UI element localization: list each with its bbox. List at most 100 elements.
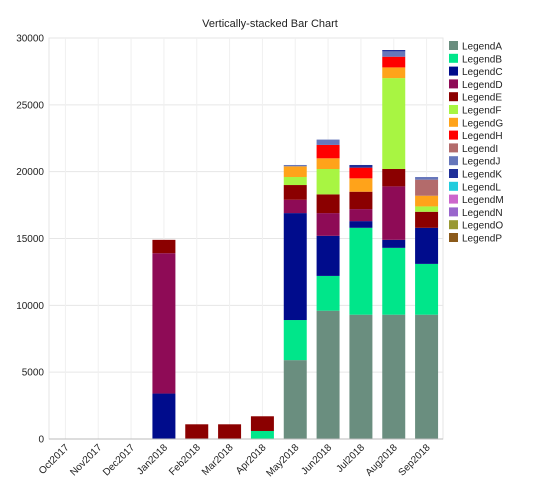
legend-swatch-legendk	[449, 169, 458, 178]
bar-segment-legendg	[415, 195, 439, 207]
x-tick-label: Jul2018	[334, 442, 367, 475]
y-tick-label: 5000	[22, 368, 45, 379]
y-tick-label: 30000	[16, 34, 44, 45]
bar-segment-legendb	[316, 275, 340, 311]
bar-segment-legenda	[283, 360, 307, 439]
legend-swatch-legendd	[449, 79, 458, 89]
bar-segment-legendh	[349, 167, 373, 179]
bar-segment-legendj	[316, 139, 340, 145]
legend-label-legendf: LegendF	[462, 106, 501, 117]
bar-segment-legendd	[349, 209, 373, 222]
legend-label-legendl: LegendL	[462, 182, 501, 193]
bar-segment-legendc	[349, 221, 373, 228]
legend-swatch-legendc	[449, 66, 458, 76]
x-tick-label: Aug2018	[364, 442, 400, 478]
legend-swatch-legendn	[449, 207, 458, 217]
legend-label-legendn: LegendN	[462, 208, 503, 219]
bar-segment-legendj	[283, 164, 307, 167]
legend-label-legendc: LegendC	[462, 67, 503, 78]
x-tick-label: Nov2017	[68, 442, 104, 478]
bar-segment-legendk	[349, 164, 373, 168]
bar-segment-legendb	[349, 227, 373, 315]
legend-swatch-legendb	[449, 53, 458, 63]
bar-segment-legendc	[152, 393, 176, 439]
x-tick-label: Jun2018	[299, 442, 334, 477]
bar-segment-legendf	[283, 177, 307, 186]
legend-swatch-legendm	[449, 194, 458, 204]
bar-segment-legenda	[382, 314, 406, 439]
bar-segment-legende	[415, 211, 439, 228]
y-tick-label: 0	[38, 435, 44, 446]
bar-segment-legendd	[283, 199, 307, 214]
bar-segment-legende	[382, 168, 406, 187]
legend-swatch-legendi	[449, 143, 458, 153]
bar-segment-legendg	[316, 158, 340, 169]
legend-swatch-legendh	[449, 130, 458, 140]
bar-segment-legendd	[152, 253, 176, 394]
x-tick-label: Dec2017	[101, 442, 137, 478]
bar-segment-legende	[283, 185, 307, 200]
bar-segment-legenda	[316, 310, 340, 439]
legend-label-legendh: LegendH	[462, 131, 503, 142]
legend-label-legendd: LegendD	[462, 80, 503, 91]
bar-segment-legendf	[316, 168, 340, 195]
bar-segment-legendf	[382, 78, 406, 169]
bar-segment-legende	[218, 424, 242, 439]
legend-label-legendb: LegendB	[462, 54, 502, 65]
legend-swatch-legendf	[449, 105, 458, 114]
bar-segment-legendj	[382, 51, 406, 57]
bar-segment-legendh	[382, 56, 406, 68]
x-tick-label: Sep2018	[397, 442, 433, 478]
bar-segment-legendi	[415, 179, 439, 196]
bar-segment-legendc	[415, 227, 439, 264]
bar-segment-legendj	[415, 177, 439, 180]
bar-segment-legendb	[382, 247, 406, 315]
legend-swatch-legenda	[449, 41, 458, 50]
bar-segment-legendc	[316, 235, 340, 276]
bar-segment-legendh	[316, 144, 340, 159]
legend-label-legende: LegendE	[462, 93, 502, 104]
bar-segment-legendd	[382, 186, 406, 240]
bar-segment-legende	[349, 191, 373, 210]
legend-label-legendo: LegendO	[462, 221, 503, 232]
x-tick-label: May2018	[265, 442, 302, 479]
bar-segment-legendb	[250, 430, 274, 439]
bar-segment-legendk	[382, 50, 406, 52]
chart-title: Vertically-stacked Bar Chart	[202, 18, 338, 30]
x-tick-label: Feb2018	[167, 442, 203, 478]
bar-segment-legenda	[415, 314, 439, 439]
legend-swatch-legendo	[449, 220, 458, 230]
bar-segment-legendf	[415, 206, 439, 212]
bar-segment-legende	[152, 239, 176, 254]
legend-label-legenda: LegendA	[462, 42, 502, 53]
bar-segment-legendg	[382, 67, 406, 79]
bar-segment-legendc	[382, 239, 406, 248]
bar-segment-legendg	[349, 178, 373, 192]
bar-segment-legende	[250, 416, 274, 431]
legend-label-legendp: LegendP	[462, 234, 502, 245]
legend-swatch-legendp	[449, 233, 458, 242]
x-tick-label: Jan2018	[135, 442, 170, 477]
y-tick-label: 25000	[16, 100, 44, 111]
legend-label-legendj: LegendJ	[462, 157, 500, 168]
bar-segment-legendd	[316, 213, 340, 236]
y-tick-label: 20000	[16, 167, 44, 178]
bar-segment-legende	[316, 194, 340, 214]
legend-swatch-legendj	[449, 156, 458, 166]
bar-segment-legendg	[283, 166, 307, 178]
x-tick-label: Oct2017	[37, 442, 72, 477]
legend-swatch-legendl	[449, 181, 458, 191]
x-tick-label: Mar2018	[200, 442, 236, 478]
y-tick-label: 15000	[16, 234, 44, 245]
legend-label-legendg: LegendG	[462, 118, 503, 129]
y-tick-label: 10000	[16, 301, 44, 312]
bar-segment-legendc	[283, 213, 307, 321]
bar-segment-legendb	[283, 320, 307, 361]
legend-label-legendi: LegendI	[462, 144, 498, 155]
legend-label-legendk: LegendK	[462, 170, 502, 181]
legend-label-legendm: LegendM	[462, 195, 504, 206]
legend-swatch-legendg	[449, 117, 458, 127]
bar-segment-legendb	[415, 263, 439, 315]
bar-segment-legende	[185, 424, 209, 439]
